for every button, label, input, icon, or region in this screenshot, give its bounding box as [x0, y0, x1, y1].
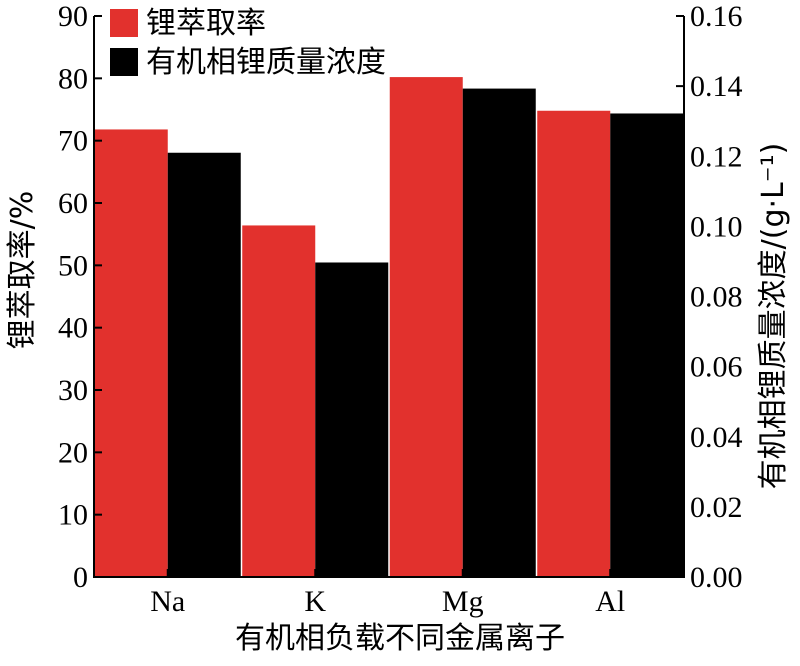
x-tick-label-k: K	[304, 585, 326, 618]
left-y-tick-label: 70	[58, 125, 88, 158]
right-y-tick-label: 0.06	[690, 351, 743, 384]
legend-swatch-extraction-rate	[110, 9, 138, 37]
left-y-tick-label: 90	[58, 0, 88, 33]
legend: 锂萃取率 有机相锂质量浓度	[110, 6, 386, 80]
left-y-tick-label: 30	[58, 374, 88, 407]
right-y-tick-label: 0.10	[690, 210, 743, 243]
right-y-tick-label: 0.16	[690, 0, 743, 33]
right-y-ticks: 0.00 0.02 0.04 0.06 0.08 0.10 0.12 0.14 0.16	[676, 0, 743, 594]
legend-label-extraction-rate: 锂萃取率	[146, 6, 266, 41]
bar-extraction-rate-na	[94, 129, 168, 578]
right-y-tick-label: 0.14	[690, 70, 743, 103]
left-y-tick-label: 80	[58, 62, 88, 95]
x-axis-title: 有机相负载不同金属离子	[235, 621, 565, 656]
left-y-tick-label: 40	[58, 312, 88, 345]
legend-swatch-lithium-concentration	[110, 48, 138, 76]
y-axis-left-title: 锂萃取率/%	[5, 191, 40, 350]
x-ticks: Na K Mg Al	[150, 569, 625, 618]
bars-group	[94, 77, 684, 578]
right-y-tick-label: 0.12	[690, 140, 743, 173]
left-y-tick-label: 60	[58, 187, 88, 220]
left-y-tick-label: 0	[73, 561, 88, 594]
bar-lithium-concentration-al	[610, 113, 684, 577]
bar-lithium-concentration-k	[315, 262, 389, 577]
y-axis-right-title: 有机相锂质量浓度/(g·L⁻¹)	[756, 143, 791, 490]
right-y-tick-label: 0.08	[690, 281, 743, 314]
legend-label-lithium-concentration: 有机相锂质量浓度	[146, 45, 386, 80]
x-tick-label-na: Na	[150, 585, 185, 618]
left-y-tick-label: 20	[58, 436, 88, 469]
left-y-tick-label: 10	[58, 499, 88, 532]
bar-extraction-rate-mg	[389, 77, 463, 577]
x-tick-label-mg: Mg	[442, 585, 484, 618]
x-tick-label-al: Al	[595, 585, 625, 618]
bar-extraction-rate-al	[537, 110, 611, 577]
bar-lithium-concentration-mg	[462, 88, 536, 577]
left-y-ticks: 0 10 20 30 40 50 60 70 80 90	[58, 0, 102, 594]
right-y-tick-label: 0.02	[690, 491, 743, 524]
bar-lithium-concentration-na	[167, 152, 241, 577]
right-y-tick-label: 0.04	[690, 421, 743, 454]
right-y-tick-label: 0.00	[690, 561, 743, 594]
bar-extraction-rate-k	[242, 225, 316, 577]
left-y-tick-label: 50	[58, 249, 88, 282]
